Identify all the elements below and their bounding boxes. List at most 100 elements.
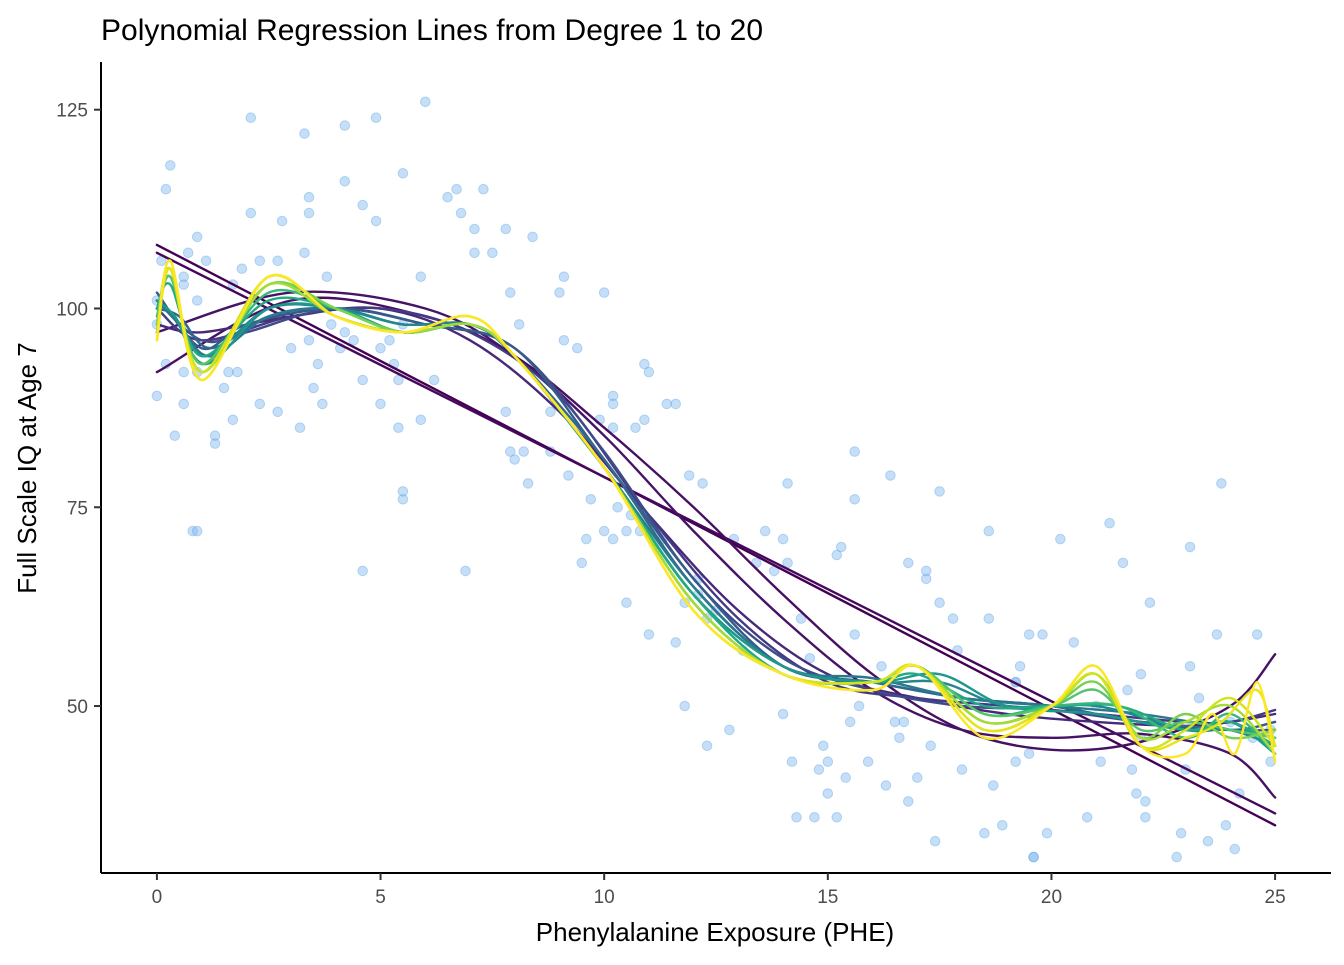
data-point (500, 406, 512, 418)
data-point (317, 398, 328, 410)
data-point (1081, 812, 1093, 823)
regression-line-degree-5 (155, 306, 1277, 728)
regression-line-degree-6 (155, 306, 1277, 725)
data-point (639, 358, 650, 370)
y-axis-title: Full Scale IQ at Age 7 (12, 342, 42, 593)
data-point (831, 549, 843, 561)
data-point (1220, 820, 1232, 831)
data-point (151, 390, 163, 402)
data-point (912, 772, 923, 783)
data-point (947, 613, 959, 624)
x-tick-label: 0 (152, 887, 163, 908)
y-tick-label: 75 (67, 498, 88, 519)
data-point (903, 557, 914, 569)
data-point (223, 366, 234, 378)
data-point (384, 335, 395, 346)
data-point (191, 295, 203, 306)
x-tick-label: 20 (1041, 887, 1062, 908)
data-point (518, 446, 530, 457)
data-point (326, 319, 337, 330)
regression-line-degree-16 (155, 267, 1277, 740)
data-point (920, 573, 932, 585)
data-point (554, 287, 565, 298)
x-tick-label: 25 (1265, 887, 1286, 908)
data-point (759, 525, 771, 537)
data-point (375, 342, 386, 354)
data-point (795, 613, 807, 624)
data-point (469, 247, 480, 259)
data-point (853, 700, 865, 712)
data-point (451, 183, 462, 195)
data-point (831, 812, 843, 823)
data-point (1251, 629, 1263, 640)
regression-line-degree-8 (155, 291, 1277, 732)
data-point (357, 565, 369, 577)
data-point (209, 438, 221, 449)
data-point (1131, 788, 1142, 799)
regression-line-degree-10 (155, 299, 1277, 747)
data-point (209, 430, 221, 442)
data-point (227, 414, 239, 426)
data-point (920, 565, 932, 577)
regression-line-degree-20 (155, 259, 1277, 763)
data-point (849, 629, 861, 640)
data-point (572, 342, 583, 354)
data-point (777, 708, 789, 720)
data-point (1068, 637, 1080, 648)
data-point (415, 271, 427, 283)
data-point (321, 271, 333, 283)
data-point (934, 486, 945, 497)
data-point (782, 478, 793, 489)
data-point (630, 422, 641, 434)
data-point (813, 764, 825, 775)
data-point (997, 820, 1008, 831)
data-point (182, 247, 194, 259)
data-point (254, 255, 266, 267)
data-point (160, 183, 172, 195)
data-point (1126, 764, 1138, 775)
data-point (822, 756, 834, 768)
data-point (818, 740, 829, 752)
regression-line-degree-18 (155, 267, 1277, 750)
data-point (397, 168, 409, 179)
data-point (245, 112, 257, 123)
regression-line-degree-1 (155, 243, 1277, 827)
regression-line-degree-7 (155, 299, 1277, 732)
data-point (621, 597, 632, 609)
data-point (607, 398, 619, 410)
data-point (849, 494, 861, 505)
data-point (254, 398, 266, 410)
data-point (679, 700, 691, 712)
data-point (469, 223, 480, 235)
data-point (979, 827, 990, 839)
data-point (500, 223, 512, 235)
data-point (607, 390, 619, 402)
data-point (1041, 827, 1053, 839)
data-point (522, 478, 534, 489)
data-point (393, 422, 404, 434)
data-point (925, 740, 937, 752)
data-point (460, 565, 471, 577)
data-point (420, 96, 431, 108)
data-point (840, 772, 852, 783)
data-point (303, 335, 315, 346)
regression-line-degree-4 (155, 290, 1277, 799)
data-point (1010, 756, 1022, 768)
data-point (889, 716, 901, 728)
data-point (276, 215, 288, 227)
data-point (1095, 756, 1106, 768)
data-point (1229, 843, 1241, 855)
data-point (643, 366, 655, 378)
data-point (294, 422, 306, 434)
data-point (1140, 812, 1151, 823)
data-point (876, 661, 887, 672)
x-tick-label: 15 (817, 887, 838, 908)
x-tick-label: 5 (375, 887, 386, 908)
data-point (849, 446, 861, 457)
data-point (1216, 478, 1227, 489)
data-point (428, 374, 440, 386)
data-point (563, 470, 574, 481)
regression-curves (155, 243, 1277, 827)
data-point (643, 629, 655, 640)
